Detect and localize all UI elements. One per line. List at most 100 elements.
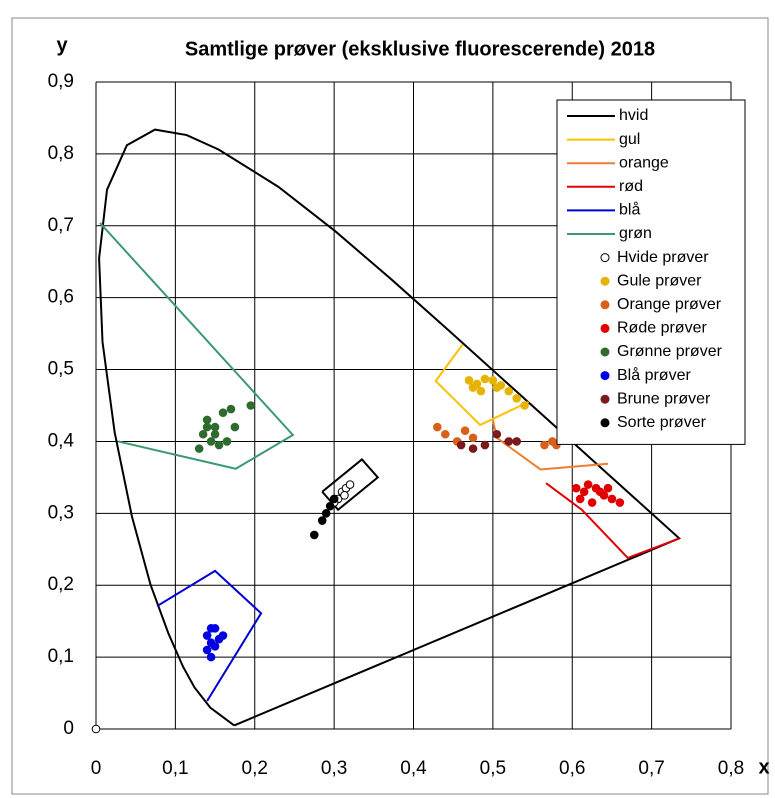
- legend-label: gul: [619, 131, 640, 148]
- data-point: [309, 530, 319, 540]
- data-point: [321, 509, 331, 518]
- legend-marker: [600, 371, 610, 381]
- data-point: [460, 426, 470, 435]
- data-point: [230, 422, 240, 432]
- data-point: [202, 415, 212, 425]
- data-point: [206, 437, 216, 446]
- data-point: [317, 516, 327, 525]
- x-tick-label: 0,7: [638, 758, 664, 779]
- data-point: [583, 480, 593, 489]
- data-point: [226, 404, 236, 414]
- x-axis-label: x: [758, 756, 769, 778]
- legend-label: blå: [619, 201, 640, 219]
- data-point: [504, 386, 514, 396]
- data-point: [504, 437, 514, 446]
- legend-marker: [600, 300, 610, 310]
- data-point: [468, 383, 478, 392]
- data-point: [480, 440, 490, 450]
- data-point: [202, 645, 212, 655]
- x-tick-label: 0,2: [242, 758, 268, 779]
- data-point: [587, 498, 597, 507]
- data-point: [440, 429, 450, 439]
- legend-label: orange: [619, 154, 669, 171]
- data-point: [571, 483, 581, 493]
- y-tick-label: 0,1: [48, 646, 74, 667]
- data-point: [194, 444, 204, 453]
- data-point: [246, 401, 256, 410]
- data-point: [468, 433, 478, 443]
- y-tick-label: 0,9: [48, 71, 74, 92]
- data-point: [595, 487, 605, 497]
- data-point: [202, 422, 212, 432]
- legend-marker: [600, 253, 610, 263]
- legend-label: Røde prøver: [617, 320, 707, 337]
- legend-marker: [600, 276, 610, 286]
- data-point: [206, 652, 216, 662]
- data-point: [214, 440, 224, 450]
- data-point: [210, 422, 220, 432]
- data-point: [468, 444, 478, 453]
- data-point: [512, 394, 521, 403]
- data-point: [476, 386, 486, 396]
- series-line: [156, 569, 263, 702]
- legend-label: Blå prøver: [617, 366, 691, 384]
- y-tick-label: 0,3: [48, 502, 74, 523]
- x-tick-label: 0,8: [718, 758, 744, 779]
- legend-marker: [600, 394, 610, 404]
- legend-label: Gule prøver: [617, 272, 702, 289]
- x-tick-label: 0,1: [162, 758, 188, 779]
- legend-label: Brune prøver: [617, 390, 711, 407]
- data-point: [329, 494, 339, 504]
- legend-label: Sorte prøver: [617, 414, 707, 431]
- series-line: [434, 343, 530, 427]
- y-axis-label: y: [56, 34, 68, 56]
- y-tick-label: 0,2: [48, 574, 74, 595]
- data-point: [575, 494, 585, 504]
- data-point: [607, 494, 617, 504]
- y-tick-label: 0,7: [48, 215, 74, 236]
- x-tick-label: 0,5: [480, 758, 506, 779]
- data-point: [540, 440, 549, 450]
- data-point: [464, 376, 474, 385]
- legend-marker: [600, 323, 610, 333]
- data-point: [433, 422, 442, 432]
- data-point: [492, 383, 502, 392]
- legend-label: hvid: [619, 107, 648, 124]
- legend-marker: [600, 347, 610, 357]
- legend-label: grøn: [619, 225, 652, 242]
- data-point: [520, 401, 529, 410]
- data-point: [91, 724, 101, 734]
- data-point: [340, 491, 349, 500]
- data-point: [579, 487, 589, 497]
- data-point: [210, 642, 220, 651]
- data-point: [603, 483, 613, 493]
- data-point: [222, 437, 232, 446]
- x-tick-label: 0,6: [559, 758, 585, 779]
- chart-title: Samtlige prøver (eksklusive fluoresceren…: [185, 38, 655, 60]
- data-point: [345, 480, 355, 489]
- data-point: [198, 429, 208, 439]
- data-point: [218, 631, 228, 640]
- y-tick-label: 0,4: [48, 430, 75, 451]
- legend-label: Grønne prøver: [617, 343, 723, 360]
- data-point: [202, 631, 212, 640]
- x-tick-label: 0: [91, 758, 102, 779]
- x-tick-label: 0,4: [400, 758, 427, 779]
- data-point: [325, 501, 335, 511]
- y-tick-label: 0,6: [48, 287, 74, 308]
- series-line: [491, 419, 609, 471]
- legend-marker: [600, 418, 610, 428]
- legend-label: Orange prøver: [617, 296, 722, 313]
- data-point: [492, 429, 502, 439]
- legend-label: Hvide prøver: [617, 249, 709, 266]
- data-point: [206, 624, 216, 633]
- data-point: [480, 374, 490, 384]
- data-point: [456, 440, 466, 450]
- series-line: [545, 482, 680, 560]
- series-line: [99, 222, 295, 470]
- legend-label: rød: [619, 178, 643, 195]
- y-tick-label: 0,8: [48, 143, 74, 164]
- data-point: [615, 498, 625, 507]
- x-tick-label: 0,3: [321, 758, 347, 779]
